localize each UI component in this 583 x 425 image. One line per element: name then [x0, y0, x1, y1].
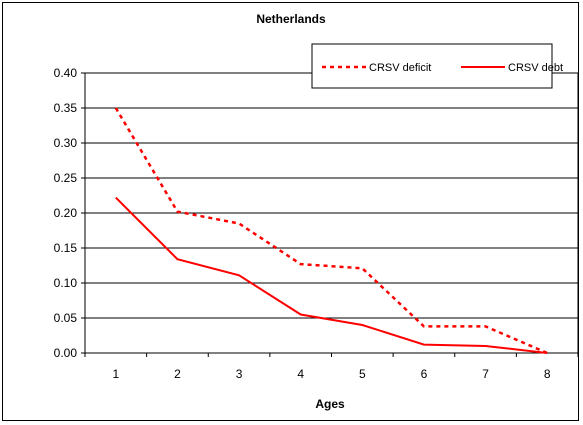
- x-tick-label: 1: [112, 367, 119, 381]
- x-tick-label: 2: [174, 367, 181, 381]
- y-tick-label: 0.25: [54, 171, 78, 185]
- y-axis: 0.00 0.05 0.10 0.15 0.20 0.25 0.30 0.35 0.40: [54, 66, 85, 360]
- chart-title: Netherlands: [256, 12, 326, 26]
- series-line-crsv-debt: [115, 196, 548, 354]
- legend-label-crsv-deficit: CRSV deficit: [369, 62, 431, 74]
- x-tick-label: 8: [544, 367, 551, 381]
- y-tick-label: 0.35: [54, 101, 78, 115]
- y-tick-label: 0.20: [54, 206, 78, 220]
- x-tick-label: 7: [482, 367, 489, 381]
- x-tick-label: 5: [359, 367, 366, 381]
- y-tick-label: 0.00: [54, 346, 78, 360]
- x-axis-title: Ages: [315, 397, 345, 411]
- x-tick-label: 6: [421, 367, 428, 381]
- y-tick-label: 0.30: [54, 136, 78, 150]
- legend-box: [311, 43, 553, 89]
- y-tick-label: 0.40: [54, 66, 78, 80]
- y-tick-label: 0.15: [54, 241, 78, 255]
- x-tick-label: 3: [236, 367, 243, 381]
- y-tick-label: 0.10: [54, 276, 78, 290]
- y-tick-label: 0.05: [54, 311, 78, 325]
- x-tick-label: 4: [297, 367, 304, 381]
- gridlines: [85, 72, 578, 319]
- series-line-crsv-deficit: [114, 107, 548, 355]
- legend: CRSV deficit CRSV debt: [311, 43, 563, 89]
- legend-label-crsv-debt: CRSV debt: [508, 62, 563, 74]
- series-group: [114, 107, 548, 355]
- x-axis: 1 2 3 4 5 6 7 8: [84, 353, 579, 381]
